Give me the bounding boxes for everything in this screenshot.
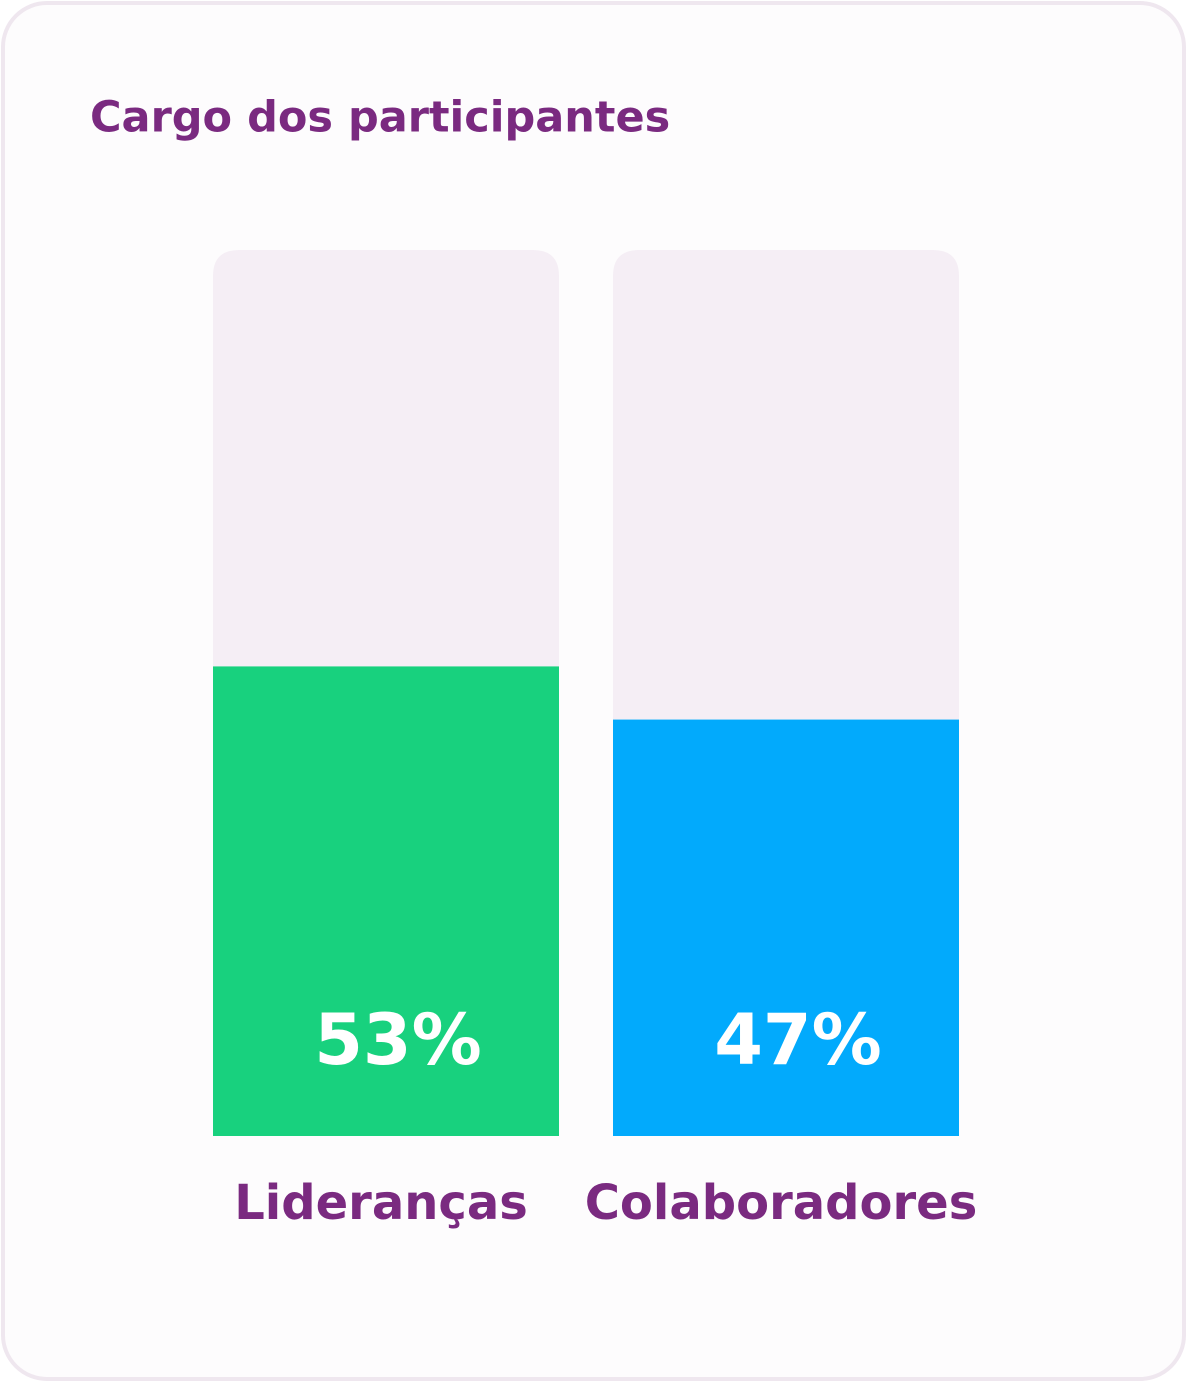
bar — [613, 719, 959, 1136]
x-tick-label: Lideranças — [234, 1175, 528, 1231]
bar — [213, 666, 559, 1136]
chart-title: Cargo dos participantes — [90, 93, 670, 143]
value-label: 53% — [314, 999, 482, 1081]
x-tick-label: Colaboradores — [585, 1175, 978, 1231]
value-label: 47% — [714, 999, 882, 1081]
